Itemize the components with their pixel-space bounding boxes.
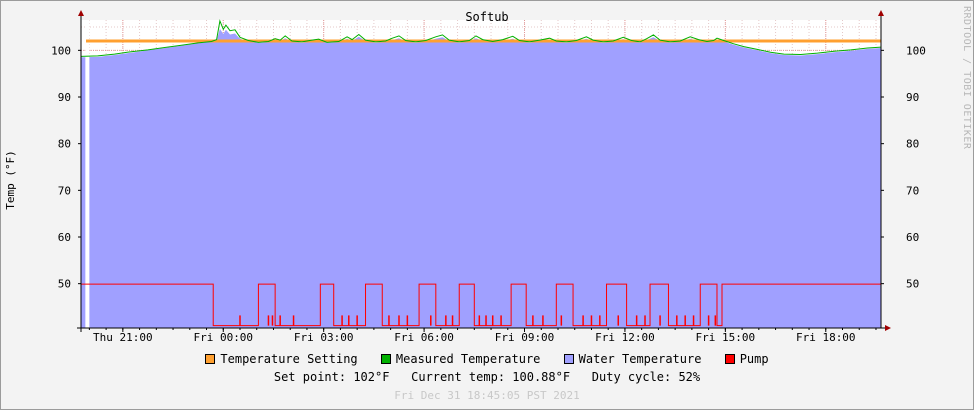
- legend-item-measured-temperature: Measured Temperature: [380, 352, 541, 366]
- axes-layer: 50 50 60 60 70 70 80 80 90 90 100 100 Thu 21:00 Fri 0…: [51, 10, 926, 344]
- legend-label: Temperature Setting: [220, 352, 358, 366]
- y-tick-label-right: 100: [906, 44, 926, 57]
- x-tick-label: Thu 21:00: [93, 331, 153, 344]
- set-point-text: Set point: 102°F: [273, 370, 390, 384]
- y-tick-label-right: 60: [906, 231, 919, 244]
- chart-canvas: 50 50 60 60 70 70 80 80 90 90 100 100 Thu 21:00 Fri 0…: [4, 10, 926, 344]
- y-tick-label-right: 90: [906, 91, 919, 104]
- legend-item-water-temperature: Water Temperature: [563, 352, 702, 366]
- legend-label: Water Temperature: [578, 352, 702, 366]
- rrdtool-watermark: RRDTOOL / TOBI OETIKER: [961, 6, 972, 150]
- x-tick-label: Fri 12:00: [595, 331, 655, 344]
- y-tick-label: 50: [58, 278, 71, 291]
- legend-swatch: [563, 354, 574, 364]
- y-tick-label: 100: [51, 44, 71, 57]
- y-axis-arrow-right: [878, 10, 884, 16]
- x-tick-label: Fri 00:00: [193, 331, 253, 344]
- pump-line: [81, 283, 881, 327]
- series-lines-layer: [80, 19, 882, 327]
- y-axis-arrow-left: [78, 10, 84, 16]
- current-temp-text: Current temp: 100.88°F: [411, 370, 571, 384]
- y-tick-label: 90: [58, 91, 71, 104]
- y-axis-label: Temp (°F): [4, 150, 17, 210]
- chart-title: Softub: [465, 10, 508, 24]
- x-tick-label: Fri 09:00: [495, 331, 555, 344]
- legend-swatch: [724, 354, 735, 364]
- legend-item-temperature-setting: Temperature Setting: [205, 352, 358, 366]
- y-tick-label: 70: [58, 184, 71, 197]
- summary-line: Set point: 102°F Current temp: 100.88°F …: [0, 370, 974, 384]
- water-temperature-area: [81, 28, 881, 329]
- x-tick-label: Fri 06:00: [394, 331, 454, 344]
- y-tick-label: 80: [58, 138, 71, 151]
- x-tick-label: Fri 18:00: [796, 331, 856, 344]
- y-tick-label-right: 50: [906, 278, 919, 291]
- x-tick-label: Fri 03:00: [294, 331, 354, 344]
- legend-label: Measured Temperature: [395, 352, 541, 366]
- legend-swatch: [205, 354, 216, 364]
- legend-label: Pump: [739, 352, 769, 366]
- x-axis-arrow: [885, 325, 891, 331]
- legend-swatch: [380, 354, 391, 364]
- measured-temperature-line: [80, 19, 882, 57]
- legend: Temperature Setting Measured Temperature…: [0, 352, 974, 366]
- y-tick-label-right: 80: [906, 138, 919, 151]
- data-gap: [85, 20, 90, 328]
- duty-cycle-text: Duty cycle: 52%: [591, 370, 701, 384]
- water-area-layer: [81, 20, 881, 329]
- legend-item-pump: Pump: [724, 352, 769, 366]
- y-tick-label: 60: [58, 231, 71, 244]
- y-tick-label-right: 70: [906, 184, 919, 197]
- timestamp: Fri Dec 31 18:45:05 PST 2021: [394, 389, 580, 402]
- x-tick-label: Fri 15:00: [696, 331, 756, 344]
